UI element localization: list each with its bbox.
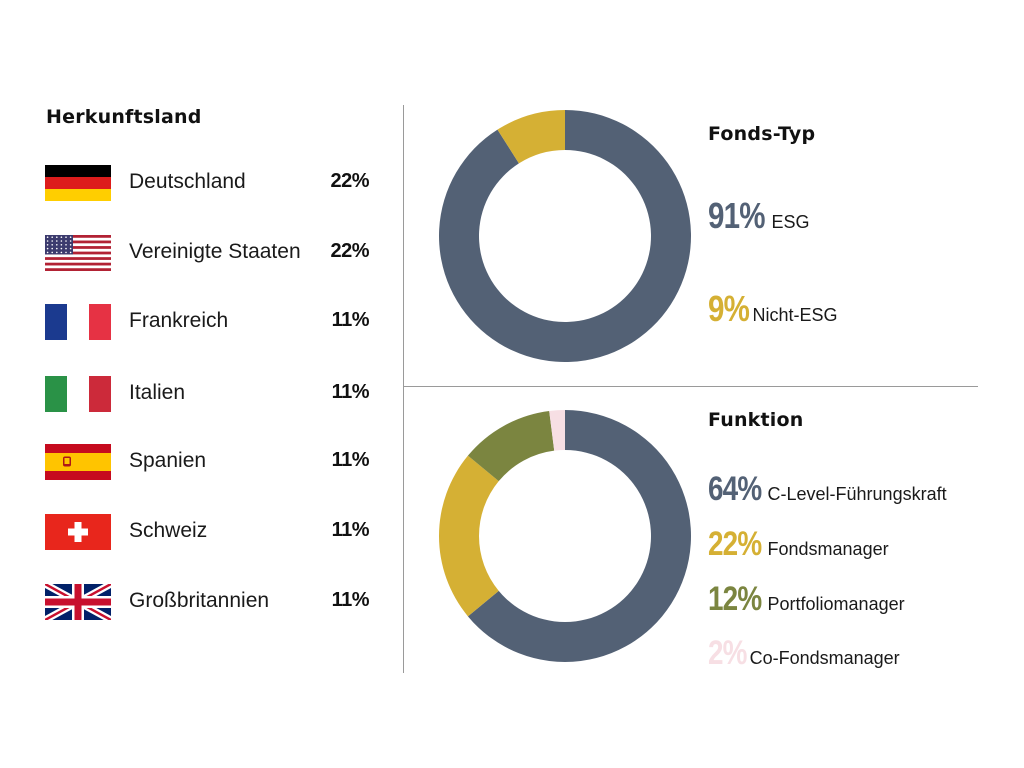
legend-non-esg-pct: 9% bbox=[708, 288, 750, 329]
legend-fund-manager-label: Fondsmanager bbox=[767, 539, 889, 559]
legend-esg-pct: 91% bbox=[708, 195, 765, 236]
country-name: Vereinigte Staaten bbox=[129, 240, 301, 263]
function-legend-co-fund-manager: 2% Co-Fondsmanager bbox=[708, 634, 900, 673]
country-row: Großbritannien 11% bbox=[45, 584, 375, 620]
legend-portfolio-manager-pct: 12% bbox=[708, 580, 762, 618]
country-percentage: 11% bbox=[331, 381, 370, 403]
donut-slice-esg bbox=[439, 110, 691, 362]
legend-co-fund-manager-label: Co-Fondsmanager bbox=[749, 648, 900, 668]
france-flag-icon bbox=[45, 304, 111, 340]
country-percentage: 22% bbox=[330, 170, 369, 192]
donut-slice-c-level-f-hrungskraft bbox=[467, 410, 691, 662]
country-row: Frankreich 11% bbox=[45, 304, 375, 340]
donut-slice-portfoliomanager bbox=[467, 410, 555, 482]
country-name: Schweiz bbox=[129, 519, 208, 542]
country-name: Großbritannien bbox=[129, 589, 270, 612]
fund-type-legend-non-esg: 9% Nicht-ESG bbox=[708, 288, 838, 330]
function-chart-title: Funktion bbox=[708, 409, 804, 431]
italy-flag-icon bbox=[45, 376, 111, 412]
horizontal-divider bbox=[403, 386, 978, 387]
legend-co-fund-manager-pct: 2% bbox=[708, 634, 747, 672]
legend-portfolio-manager-label: Portfoliomanager bbox=[767, 594, 905, 614]
legend-esg-label: ESG bbox=[771, 212, 810, 232]
donut-slice-fondsmanager bbox=[439, 455, 499, 617]
function-legend-portfolio-manager: 12% Portfoliomanager bbox=[708, 580, 905, 619]
spain-flag-icon bbox=[45, 444, 111, 480]
country-name: Italien bbox=[129, 381, 186, 404]
origin-country-title: Herkunftsland bbox=[46, 106, 202, 128]
country-row: Schweiz 11% bbox=[45, 514, 375, 550]
legend-c-level-label: C-Level-Führungskraft bbox=[767, 484, 947, 504]
donut-slice-nicht-esg bbox=[497, 110, 565, 164]
country-row: Vereinigte Staaten 22% bbox=[45, 235, 375, 271]
country-name: Spanien bbox=[129, 449, 207, 472]
function-legend-c-level: 64% C-Level-Führungskraft bbox=[708, 470, 947, 509]
country-row: Italien 11% bbox=[45, 376, 375, 412]
uk-flag-icon bbox=[45, 584, 111, 620]
country-row: Spanien 11% bbox=[45, 444, 375, 480]
function-legend-fund-manager: 22% Fondsmanager bbox=[708, 525, 889, 564]
country-percentage: 11% bbox=[331, 519, 370, 541]
country-percentage: 22% bbox=[330, 240, 369, 262]
fund-type-chart-title: Fonds-Typ bbox=[708, 123, 816, 145]
usa-flag-icon bbox=[45, 235, 111, 271]
fund-type-legend-esg: 91% ESG bbox=[708, 195, 810, 237]
country-name: Deutschland bbox=[129, 170, 246, 193]
function-donut-chart bbox=[439, 410, 691, 662]
donut-slice-co-fondsmanager bbox=[549, 410, 565, 451]
fund-type-donut-chart bbox=[439, 110, 691, 362]
legend-non-esg-label: Nicht-ESG bbox=[752, 305, 838, 325]
country-percentage: 11% bbox=[331, 309, 370, 331]
country-percentage: 11% bbox=[331, 589, 370, 611]
legend-c-level-pct: 64% bbox=[708, 470, 762, 508]
country-name: Frankreich bbox=[129, 309, 229, 332]
country-percentage: 11% bbox=[331, 449, 370, 471]
legend-fund-manager-pct: 22% bbox=[708, 525, 762, 563]
germany-flag-icon bbox=[45, 165, 111, 201]
switzerland-flag-icon bbox=[45, 514, 111, 550]
vertical-divider bbox=[403, 105, 404, 673]
country-row: Deutschland 22% bbox=[45, 165, 375, 201]
